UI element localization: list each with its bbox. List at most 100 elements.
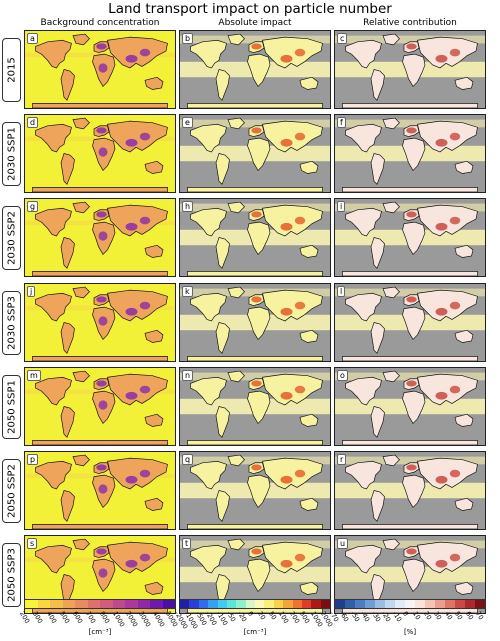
panel-letter: r <box>337 454 347 465</box>
panel-letter: m <box>27 369 41 381</box>
colorbar-ticks-absolute: -2000 -1000 -500 -200 -100 -50 -20 0 20 50 100 200 5… <box>173 610 334 630</box>
map-panel: i <box>334 198 486 278</box>
map-panel: c <box>334 30 486 109</box>
colorbar-segment <box>208 600 218 608</box>
colorbar-segment <box>415 600 425 608</box>
colorbar-segment <box>301 600 312 608</box>
colorbar-segment <box>445 600 455 608</box>
panel-letter: a <box>27 33 38 44</box>
colorbar-tick-label: 500 <box>57 610 72 625</box>
map-panel: e <box>179 114 331 194</box>
row-label-text: 2050 SSP1 <box>6 379 17 434</box>
colorbar-tick-label: -60 <box>338 610 351 624</box>
map-panel: q <box>179 451 331 530</box>
colorbar-segment <box>62 600 75 608</box>
colorbar-tick-label: 300 <box>31 610 45 625</box>
column-header-absolute: Absolute impact <box>218 18 292 28</box>
colorbar-segment <box>375 600 385 608</box>
colorbar-segment <box>137 600 150 608</box>
panel-letter: u <box>337 538 349 550</box>
map-panel: r <box>334 451 486 530</box>
panel-letter: c <box>337 33 348 44</box>
colorbar-unit-background: [cm⁻³] <box>88 628 112 636</box>
colorbar-segment <box>236 600 246 608</box>
colorbar-tick-label: 0 <box>401 610 411 618</box>
colorbar-segment <box>255 600 265 608</box>
colorbar-segment <box>25 600 38 608</box>
panel-letter: b <box>182 33 194 44</box>
colorbar-tick-label: 800 <box>97 610 111 625</box>
colorbar-segment <box>283 600 293 608</box>
colorbar-tick-label: 50 <box>266 610 278 622</box>
colorbar-tick-label: 20 <box>421 610 433 622</box>
panel-letter: e <box>182 117 193 129</box>
colorbar-unit-relative: [%] <box>403 628 417 636</box>
colorbar-tick-label: 600 <box>71 610 85 625</box>
colorbar-segment <box>385 600 395 608</box>
colorbar-tick-label: 60 <box>463 610 475 622</box>
colorbar-tick-label: 30 <box>432 610 444 622</box>
colorbar-unit-absolute: [cm⁻³] <box>243 628 267 636</box>
colorbar-segment <box>87 600 100 608</box>
row-label-text: 2015 <box>6 57 17 83</box>
map-panel: b <box>179 30 331 109</box>
row-label-text: 2050 SSP3 <box>6 548 17 603</box>
map-panel: a <box>24 30 176 109</box>
colorbar-segment <box>50 600 63 608</box>
colorbar-segment <box>292 600 302 608</box>
colorbar-tick-label: 20 <box>256 610 268 622</box>
row-label: 2030 SSP2 <box>2 206 21 271</box>
colorbar-tick-label: 200 <box>18 610 32 625</box>
colorbar-segment <box>345 600 355 608</box>
colorbar-relative <box>334 599 486 609</box>
panel-letter: o <box>337 369 348 381</box>
row-label: 2030 SSP3 <box>2 290 21 355</box>
colorbar-segment <box>365 600 375 608</box>
panel-letter: l <box>337 285 346 297</box>
colorbar-segment <box>100 600 113 608</box>
colorbar-tick-label: 3000 <box>137 610 153 629</box>
colorbar-absolute <box>179 599 331 609</box>
colorbar-segment <box>405 600 415 608</box>
row-label-text: 2030 SSP3 <box>6 295 17 350</box>
panel-letter: s <box>27 538 38 550</box>
colorbar-tick-label: 10 <box>411 610 423 622</box>
panel-letter: d <box>27 117 39 129</box>
colorbar-segment <box>112 600 125 608</box>
row-label-text: 2030 SSP1 <box>6 127 17 182</box>
colorbar-segment <box>311 600 321 608</box>
panel-letter: g <box>27 201 39 213</box>
colorbar-tick-label: -20 <box>380 610 393 624</box>
colorbar-tick-label: -50 <box>348 610 362 624</box>
colorbar-tick-label: 400 <box>44 610 58 625</box>
figure-title: Land transport impact on particle number <box>108 1 392 17</box>
colorbar-ticks-relative: -70 -60 -50 -40 -30 -20 -10 0 10 20 30 40 50 60 70 <box>328 610 486 628</box>
map-panel: g <box>24 198 176 278</box>
colorbar-segment <box>475 600 485 608</box>
row-label: 2015 <box>2 38 21 102</box>
column-header-background: Background concentration <box>40 18 160 28</box>
colorbar-segment <box>273 600 284 608</box>
colorbar-segment <box>162 600 175 608</box>
colorbar-segment <box>125 600 138 608</box>
colorbar-segment <box>198 600 209 608</box>
panel-letter: j <box>27 285 36 297</box>
row-label-text: 2030 SSP2 <box>6 211 17 266</box>
colorbar-segment <box>335 600 345 608</box>
colorbar-segment <box>264 600 274 608</box>
colorbar-segment <box>245 600 255 608</box>
row-label-text: 2050 SSP2 <box>6 464 17 518</box>
colorbar-ticks-background: 200 300 400 500 600 700 800 1000 2000 3000 4000 500… <box>18 610 179 629</box>
colorbar-tick-label: 500 <box>298 610 312 625</box>
colorbar-segment <box>395 600 405 608</box>
colorbar-segment <box>425 600 435 608</box>
panel-letter: f <box>337 117 346 129</box>
colorbar-segment <box>226 600 237 608</box>
colorbar-segment <box>435 600 445 608</box>
panel-letter: n <box>182 369 194 381</box>
colorbar-segment <box>320 600 330 608</box>
panel-letter: t <box>182 538 192 550</box>
colorbar-segment <box>180 600 190 608</box>
panel-letter: k <box>182 285 193 297</box>
colorbar-tick-label: 40 <box>442 610 454 622</box>
